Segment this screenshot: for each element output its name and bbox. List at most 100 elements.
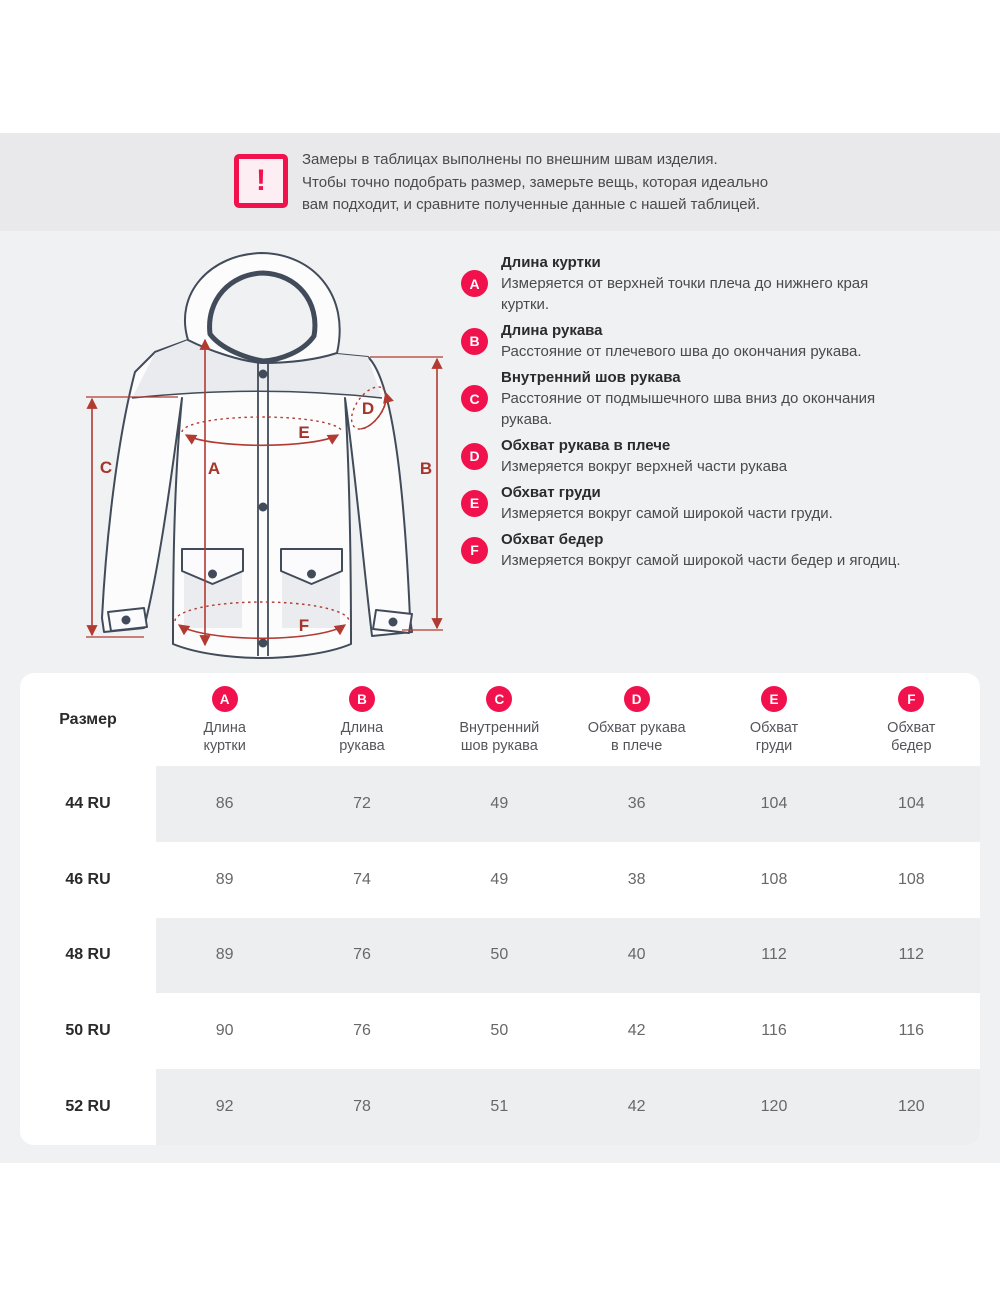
legend-item-e: E Обхват груди Измеряется вокруг самой ш… [461, 482, 947, 524]
legend-badge-b: B [461, 327, 488, 355]
legend-description: Расстояние от подмышечного шва вниз до о… [501, 390, 876, 428]
table-row: 46 RU 89 74 49 38 108 108 [20, 841, 980, 918]
legend-item-d: D Обхват рукава в плече Измеряется вокру… [461, 435, 947, 477]
column-badge-a: A [211, 686, 238, 712]
column-header-d: D Обхват рукава в плече [568, 673, 705, 766]
column-label: Обхват груди [749, 720, 799, 754]
legend-badge-e: E [461, 489, 488, 517]
value-cell: 49 [430, 766, 568, 842]
column-badge-e: E [760, 686, 787, 712]
legend-badge-f: F [461, 536, 488, 564]
diagram-label-b: B [420, 459, 432, 478]
warning-text: Замеры в таблицах выполнены по внешним ш… [302, 151, 769, 213]
legend-title: Длина рукава [501, 322, 603, 339]
legend-description: Измеряется вокруг верхней части рукава [501, 458, 788, 475]
diagram-label-a: A [208, 459, 220, 478]
column-badge-f: F [898, 686, 925, 712]
size-cell: 50 RU [20, 993, 156, 1070]
column-header-e: E Обхват груди [705, 673, 842, 766]
legend-badge-d: D [461, 442, 488, 470]
legend-title: Длина куртки [501, 254, 601, 271]
size-cell: 44 RU [20, 766, 156, 842]
table-row: 48 RU 89 76 50 40 112 112 [20, 917, 980, 994]
value-cell: 49 [490, 870, 509, 888]
value-cell: 104 [842, 766, 980, 842]
size-guide-section: A B C D E F A Длина куртки Измеряется от… [0, 231, 1000, 1163]
value-cell: 51 [430, 1069, 568, 1145]
legend-item-f: F Обхват бедер Измеряется вокруг самой ш… [461, 529, 947, 571]
measurement-letters: A B C D E F [100, 399, 432, 635]
column-header-c: C Внутренний шов рукава [431, 673, 568, 766]
column-label: Обхват рукава в плече [587, 720, 686, 754]
legend-badge-c: C [461, 385, 488, 412]
column-badge-c: C [486, 686, 513, 712]
jacket-outline [101, 251, 413, 659]
column-badge-b: B [348, 686, 375, 712]
size-table: Размер A Длина куртки B Длина рукава C В… [20, 673, 980, 1145]
table-row: 44 RU 86 72 49 36 104 104 [20, 766, 980, 842]
table-row: 50 RU 90 76 50 42 116 116 [20, 993, 980, 1070]
value-cell: 90 [215, 1022, 234, 1040]
value-cell: 112 [842, 917, 980, 994]
legend-description: Расстояние от плечевого шва до окончания… [501, 343, 862, 360]
value-cell: 78 [293, 1069, 431, 1145]
legend-title: Обхват бедер [501, 531, 604, 548]
value-cell: 86 [156, 766, 294, 842]
table-row: 52 RU 92 78 51 42 120 120 [20, 1069, 980, 1145]
value-cell: 120 [705, 1069, 843, 1145]
value-cell: 36 [567, 766, 706, 842]
value-cell: 42 [567, 1069, 706, 1145]
warning-banner: ! Замеры в таблицах выполнены по внешним… [0, 133, 1000, 231]
legend-description: Измеряется вокруг самой широкой части бе… [501, 552, 901, 569]
jacket-measurement-diagram: A B C D E F [86, 251, 443, 659]
diagram-label-f: F [299, 616, 309, 635]
value-cell: 104 [705, 766, 843, 842]
column-label: Внутренний шов рукава [459, 720, 540, 754]
column-header-f: F Обхват бедер [843, 673, 980, 766]
size-cell: 52 RU [20, 1069, 156, 1145]
column-label: Длина куртки [203, 720, 246, 754]
legend-title: Внутренний шов рукава [501, 369, 681, 386]
column-header-b: B Длина рукава [293, 673, 430, 766]
value-cell: 74 [353, 870, 371, 888]
value-cell: 50 [430, 917, 568, 994]
diagram-label-d: D [362, 399, 374, 418]
value-cell: 116 [898, 1022, 925, 1040]
value-cell: 38 [627, 870, 646, 888]
legend-title: Обхват груди [501, 484, 601, 501]
column-header-a: A Длина куртки [156, 673, 293, 766]
value-cell: 76 [293, 917, 431, 994]
value-cell: 112 [705, 917, 843, 994]
value-cell: 116 [761, 1022, 787, 1040]
legend-badge-a: A [461, 270, 488, 297]
legend-item-b: B Длина рукава Расстояние от плечевого ш… [461, 320, 947, 362]
legend-description: Измеряется от верхней точки плеча до ниж… [501, 275, 869, 313]
legend-title: Обхват рукава в плече [501, 437, 671, 454]
value-cell: 120 [842, 1069, 980, 1145]
measurement-legend: A Длина куртки Измеряется от верхней точ… [461, 252, 947, 576]
column-badge-d: D [623, 686, 650, 712]
size-cell: 48 RU [20, 917, 156, 994]
size-table-header: Размер A Длина куртки B Длина рукава C В… [20, 673, 980, 766]
legend-item-c: C Внутренний шов рукава Расстояние от по… [461, 367, 947, 430]
value-cell: 42 [627, 1022, 646, 1040]
value-cell: 89 [215, 870, 234, 888]
value-cell: 92 [156, 1069, 294, 1145]
exclamation-icon: ! [234, 154, 288, 208]
diagram-label-c: C [100, 458, 112, 477]
size-cell: 46 RU [20, 841, 156, 918]
diagram-label-e: E [298, 423, 309, 442]
value-cell: 50 [490, 1022, 509, 1040]
size-column-header: Размер [59, 710, 117, 728]
value-cell: 89 [156, 917, 294, 994]
value-cell: 76 [353, 1022, 371, 1040]
value-cell: 108 [760, 870, 788, 888]
measurement-arrows [86, 338, 443, 647]
column-label: Обхват бедер [887, 720, 936, 754]
value-cell: 72 [293, 766, 431, 842]
value-cell: 40 [567, 917, 706, 994]
value-cell: 108 [897, 870, 925, 888]
legend-description: Измеряется вокруг самой широкой части гр… [501, 505, 833, 522]
legend-item-a: A Длина куртки Измеряется от верхней точ… [461, 252, 947, 315]
column-label: Длина рукава [339, 720, 385, 754]
